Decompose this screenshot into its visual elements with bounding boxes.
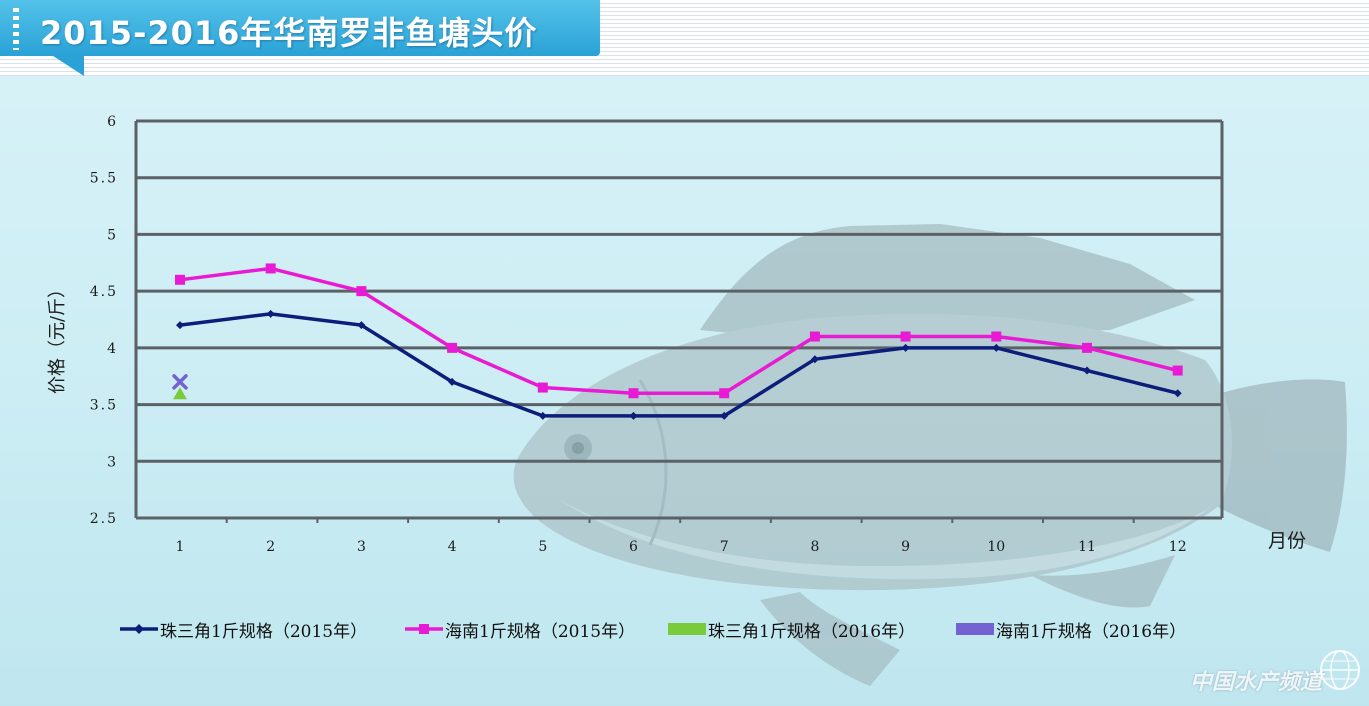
y-tick-label-2: 3.5 [90,398,118,414]
legend-label-hainan-2016: 海南1斤规格（2016年） [996,621,1187,642]
data-point-s0-7 [720,411,729,420]
data-point-s1-3 [356,286,367,297]
x-tick-label-3: 3 [357,539,366,555]
y-axis-label: 价格（元/斤） [40,262,72,412]
y-axis-tick-labels: 2.5 3 3.5 4 4.5 5 5.5 6 [90,114,118,527]
legend-label-hainan-2015: 海南1斤规格（2015年） [445,621,636,642]
series-line-0 [179,312,1179,418]
data-point-s1-9 [900,331,911,342]
legend-swatch-prd-2016 [668,623,706,635]
x-tick-label-7: 7 [720,539,729,555]
x-tick-label-5: 5 [538,539,547,555]
x-tick-label-2: 2 [266,539,275,555]
legend-swatch-hainan-2015 [405,624,443,634]
data-point-s1-8 [809,331,820,342]
fish-eye-pupil [572,442,584,454]
legend-label-prd-2016: 珠三角1斤规格（2016年） [708,621,916,642]
title-dots-decoration [13,8,19,50]
legend-label-prd-2015: 珠三角1斤规格（2015年） [160,621,368,642]
y-tick-label-4: 4.5 [90,284,118,300]
legend-swatch-hainan-2016 [956,623,994,635]
data-point-s0-10 [992,343,1001,352]
data-point-s0-9 [901,343,910,352]
y-axis-label-text: 价格（元/斤） [47,279,69,395]
globe-icon [1320,650,1360,690]
legend-item-hainan-2016: 海南1斤规格（2016年） [956,614,1186,644]
title-tab [0,0,600,56]
data-point-s0-1 [176,321,184,330]
tilapia-fish-illustration [513,224,1347,686]
x-axis-tick-labels: 1 2 3 4 5 6 7 8 9 10 11 12 [176,539,1187,555]
y-tick-label-3: 4 [107,341,118,357]
y-tick-label-6: 5.5 [90,171,118,187]
data-point-s0-8 [810,355,819,364]
data-point-s0-6 [629,411,638,420]
data-point-s0-2 [266,309,275,318]
fish-dorsal-fin [700,224,1195,338]
data-point-s3-1 [172,374,188,390]
data-point-s0-3 [357,321,366,330]
fish-anal-fin [1030,555,1175,608]
y-tick-label-0: 2.5 [90,511,118,527]
watermark-text: 中国水产频道 [1190,670,1323,695]
x-tick-label-6: 6 [629,539,638,555]
data-point-s1-4 [447,342,458,353]
legend-item-hainan-2015: 海南1斤规格（2015年） [405,614,635,644]
fish-tail [1205,379,1347,552]
x-axis-label: 月份 [1268,530,1307,552]
data-point-s1-5 [537,382,548,393]
data-point-s1-10 [991,331,1002,342]
x-tick-label-4: 4 [448,539,457,555]
x-tick-label-1: 1 [176,539,185,555]
chart-title: 2015-2016年华南罗非鱼塘头价 [40,14,538,52]
series-lines [179,266,1179,418]
grid-lines [134,119,1224,523]
data-point-s1-1 [175,274,185,285]
x-tick-label-9: 9 [901,539,910,555]
data-point-s1-6 [628,388,639,399]
x-tick-label-10: 10 [987,539,1005,555]
series-markers [172,263,1183,420]
data-point-s1-7 [719,388,730,399]
data-point-s1-2 [265,263,276,274]
x-tick-label-8: 8 [810,539,819,555]
data-point-s0-11 [1083,366,1091,375]
y-tick-label-1: 3 [107,454,118,470]
y-tick-label-7: 6 [107,114,118,130]
data-point-s1-11 [1082,342,1092,353]
fish-pectoral-fin [760,592,900,686]
data-point-s0-5 [538,411,547,420]
title-tab-pointer [50,54,84,76]
data-point-s2-1 [173,387,187,400]
legend-swatch-prd-2015 [120,624,158,634]
legend-item-prd-2015: 珠三角1斤规格（2015年） [120,614,367,644]
fish-body [513,313,1232,591]
data-point-s1-12 [1172,365,1183,376]
legend-item-prd-2016: 珠三角1斤规格（2016年） [668,614,915,644]
series-line-1 [179,266,1179,395]
data-point-s0-12 [1173,389,1182,398]
x-tick-label-11: 11 [1078,539,1096,555]
x-tick-label-12: 12 [1169,539,1187,555]
fish-belly [560,500,1210,580]
data-point-s0-4 [448,377,457,386]
y-tick-label-5: 5 [107,227,118,243]
